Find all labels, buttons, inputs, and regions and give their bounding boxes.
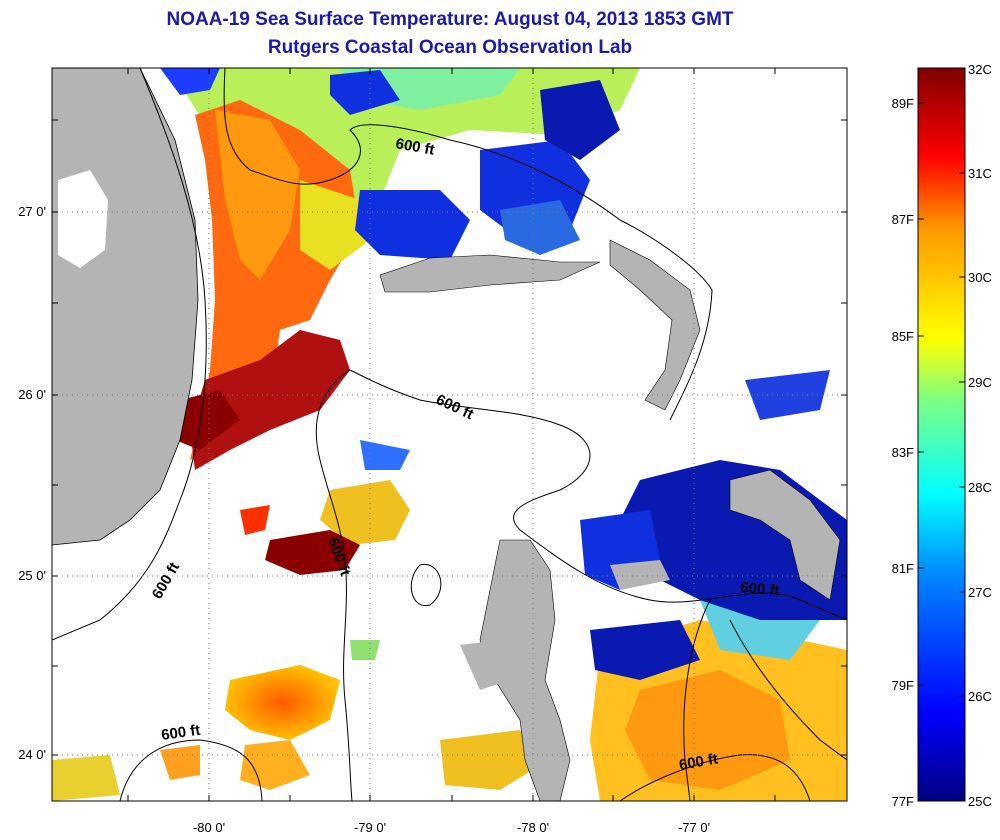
map-title: NOAA-19 Sea Surface Temperature: August … — [166, 9, 734, 30]
colorbar-celsius-label: 28C — [968, 480, 992, 495]
contour-label: 600 ft — [678, 750, 720, 774]
x-tick-label: -79 0' — [354, 820, 386, 835]
colorbar-fahrenheit-label: 89F — [892, 96, 914, 111]
y-tick-label: 24 0' — [18, 747, 46, 762]
depth-contours — [52, 68, 847, 801]
map-area — [52, 68, 847, 801]
tick-marks — [52, 68, 847, 801]
colorbar-gradient — [917, 67, 966, 802]
colorbar-fahrenheit-label: 85F — [892, 329, 914, 344]
colorbar-celsius-label: 27C — [968, 585, 992, 600]
colorbar-celsius-label: 29C — [968, 375, 992, 390]
colorbar-celsius-label: 32C — [968, 62, 992, 77]
colorbar-fahrenheit-label: 87F — [892, 212, 914, 227]
x-tick-label: -77 0' — [678, 820, 710, 835]
colorbar-celsius-label: 31C — [968, 166, 992, 181]
colorbar-fahrenheit-label: 83F — [892, 445, 914, 460]
y-tick-label: 26 0' — [18, 387, 46, 402]
y-tick-label: 27 0' — [18, 204, 46, 219]
x-tick-label: -78 0' — [517, 820, 549, 835]
contour-label: 600 ft — [740, 579, 781, 599]
colorbar-celsius-label: 30C — [968, 270, 992, 285]
colorbar-fahrenheit-label: 77F — [892, 794, 914, 809]
land-layer — [52, 68, 841, 801]
contour-label: 600 ft — [160, 722, 201, 744]
colorbar-celsius-label: 26C — [968, 689, 992, 704]
graticule — [52, 68, 847, 801]
y-tick-label: 25 0' — [18, 568, 46, 583]
colorbar-celsius-label: 25C — [968, 794, 992, 809]
map-subtitle: Rutgers Coastal Ocean Observation Lab — [267, 37, 633, 58]
contour-label: 600 ft — [394, 135, 436, 159]
colorbar-fahrenheit-label: 81F — [892, 561, 914, 576]
colorbar-ticks — [918, 102, 965, 697]
colorbar: 32C 31C 30C 29C 28C 27C 26C 25C 89F 87F … — [892, 62, 992, 809]
colorbar-fahrenheit-label: 79F — [892, 678, 914, 693]
map-frame — [51, 67, 848, 802]
x-tick-label: -80 0' — [193, 820, 225, 835]
